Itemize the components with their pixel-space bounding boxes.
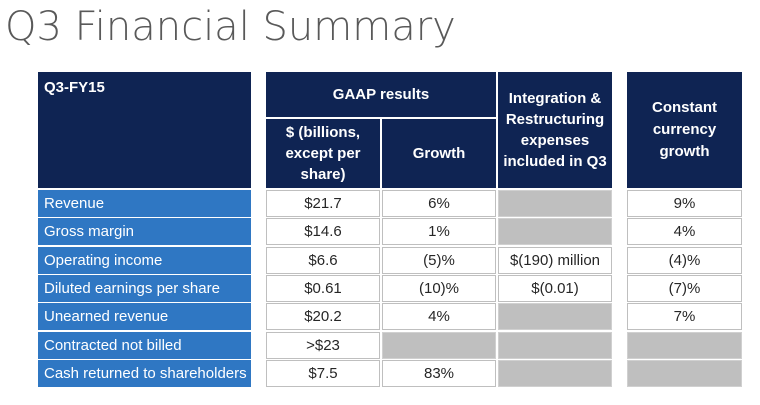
integration-cell	[498, 332, 612, 359]
dollars-cell: $14.6	[266, 218, 380, 245]
row-label: Revenue	[38, 190, 251, 217]
growth-cell: 4%	[382, 303, 496, 330]
page-title: Q3 Financial Summary	[5, 4, 456, 50]
gaap-header: GAAP results	[266, 72, 496, 117]
period-header: Q3-FY15	[38, 72, 251, 188]
dollars-header-line-2: except per	[285, 145, 361, 162]
integration-cell	[498, 360, 612, 387]
growth-cell: 83%	[382, 360, 496, 387]
constant-cell	[627, 332, 742, 359]
dollars-cell: $20.2	[266, 303, 380, 330]
integration-cell	[498, 218, 612, 245]
dollars-cell: $7.5	[266, 360, 380, 387]
integration-header-line-1: Integration &	[508, 90, 602, 107]
constant-cell: (4)%	[627, 247, 742, 274]
row-label: Diluted earnings per share	[38, 275, 251, 302]
growth-header: Growth	[382, 119, 496, 188]
growth-cell: (5)%	[382, 247, 496, 274]
constant-header-line-3: growth	[659, 143, 710, 160]
integration-header-line-4: included in Q3	[503, 153, 607, 170]
row-label: Unearned revenue	[38, 303, 251, 330]
growth-cell: (10)%	[382, 275, 496, 302]
integration-header-line-2: Restructuring	[505, 111, 605, 128]
constant-header-line-2: currency	[652, 121, 717, 138]
constant-cell: 9%	[627, 190, 742, 217]
row-label: Cash returned to shareholders	[38, 360, 251, 387]
growth-header-label: Growth	[412, 144, 466, 162]
integration-cell	[498, 303, 612, 330]
row-label: Operating income	[38, 247, 251, 274]
constant-cell	[627, 360, 742, 387]
dollars-header: $ (billions, except per share)	[266, 119, 380, 188]
integration-cell: $(0.01)	[498, 275, 612, 302]
dollars-cell: >$23	[266, 332, 380, 359]
integration-cell: $(190) million	[498, 247, 612, 274]
constant-cell: 7%	[627, 303, 742, 330]
constant-header-line-1: Constant	[652, 99, 717, 116]
integration-header: Integration & Restructuring expenses inc…	[498, 72, 612, 188]
row-label: Contracted not billed	[38, 332, 251, 359]
gaap-label: GAAP results	[332, 85, 430, 103]
growth-cell: 1%	[382, 218, 496, 245]
period-label: Q3-FY15	[44, 79, 105, 96]
constant-cell: (7)%	[627, 275, 742, 302]
integration-cell	[498, 190, 612, 217]
constant-cell: 4%	[627, 218, 742, 245]
dollars-header-line-3: share)	[300, 166, 346, 183]
growth-cell: 6%	[382, 190, 496, 217]
row-label: Gross margin	[38, 218, 251, 245]
growth-cell	[382, 332, 496, 359]
dollars-cell: $21.7	[266, 190, 380, 217]
dollars-header-line-1: $ (billions,	[285, 124, 361, 141]
dollars-cell: $6.6	[266, 247, 380, 274]
dollars-cell: $0.61	[266, 275, 380, 302]
integration-header-line-3: expenses	[520, 132, 590, 149]
constant-currency-header: Constant currency growth	[627, 72, 742, 188]
